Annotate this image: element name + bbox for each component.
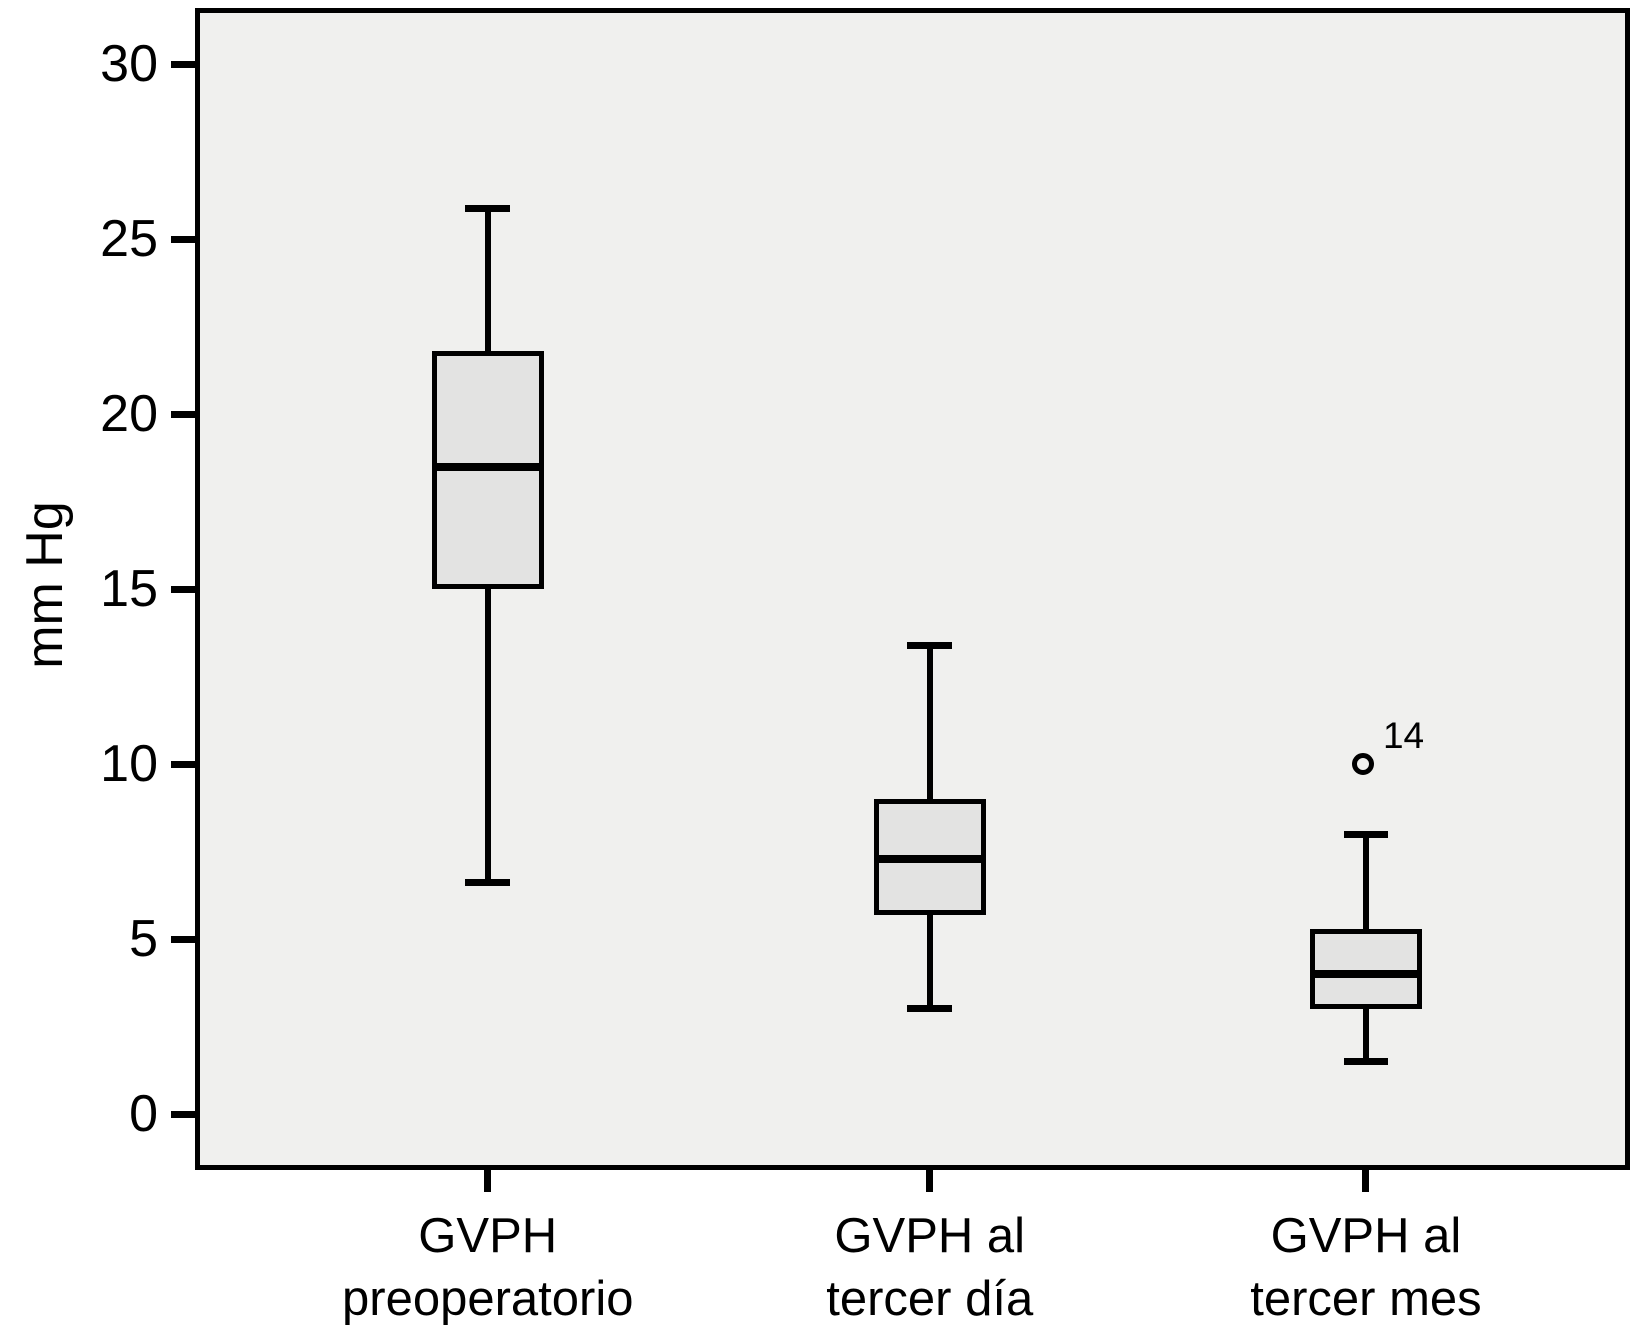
x-tick-mark [484, 1170, 492, 1192]
x-tick-mark [1362, 1170, 1370, 1192]
whisker-cap-bottom [1343, 1057, 1389, 1065]
y-tick-label: 5 [129, 910, 158, 968]
outlier-point [1351, 753, 1374, 775]
outlier-label: 14 [1382, 715, 1425, 756]
whisker-cap-bottom [907, 1005, 952, 1012]
median-line [1309, 970, 1422, 978]
y-tick-label: 20 [100, 385, 158, 443]
median-line [873, 854, 986, 863]
whisker-cap-top [465, 204, 510, 212]
y-tick-mark [171, 760, 195, 768]
y-tick-label: 10 [100, 735, 158, 793]
y-tick-mark [171, 410, 195, 418]
y-tick-label: 30 [100, 35, 158, 93]
box-rect [1309, 928, 1422, 1009]
x-category-label: GVPH al tercer mes [1250, 1209, 1482, 1326]
whisker-cap-top [907, 642, 952, 649]
y-tick-mark [171, 60, 195, 68]
whisker-cap-bottom [465, 879, 510, 886]
y-axis-title: mm Hg [16, 501, 74, 669]
y-tick-label: 25 [100, 210, 158, 268]
median-line [431, 462, 544, 471]
whisker-cap-top [1343, 831, 1389, 838]
x-tick-mark [926, 1170, 934, 1192]
y-tick-mark [171, 1110, 195, 1118]
x-category-label: GVPH al tercer día [826, 1209, 1034, 1326]
plot-area: 14 [195, 8, 1630, 1170]
y-tick-mark [171, 585, 195, 593]
y-tick-label: 0 [129, 1085, 158, 1143]
y-tick-mark [171, 935, 195, 943]
x-category-label: GVPH preoperatorio [342, 1209, 634, 1326]
y-tick-mark [171, 235, 195, 243]
plot-frame [195, 8, 1630, 1170]
